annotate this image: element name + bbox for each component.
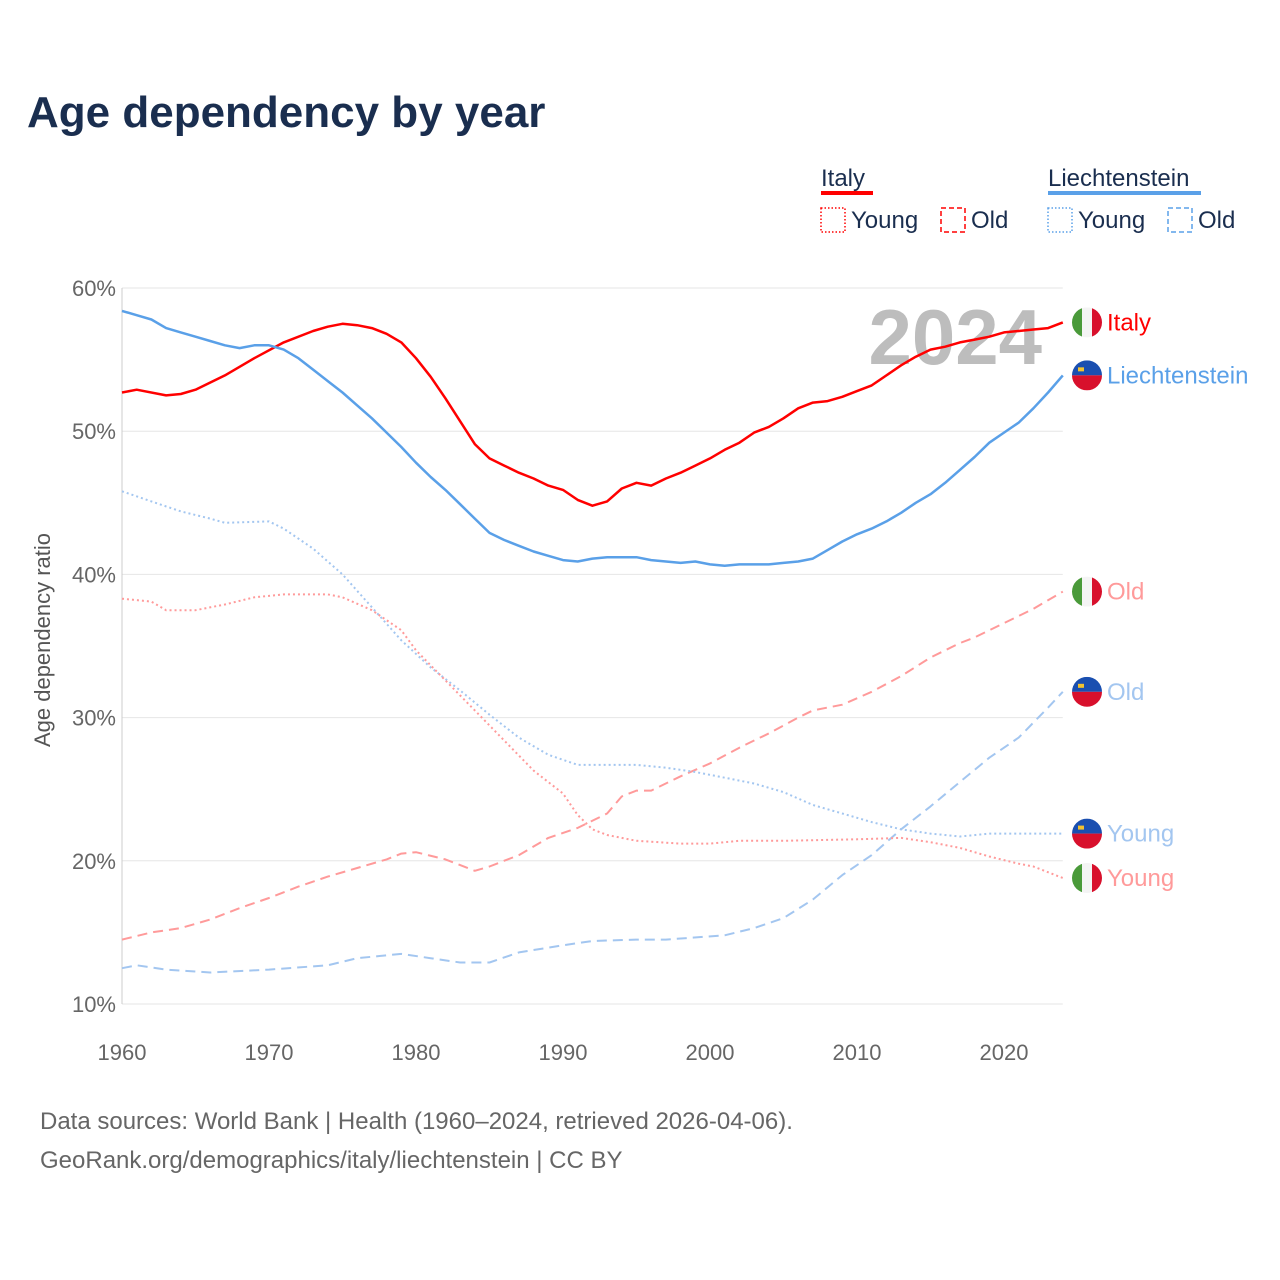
chart-title: Age dependency by year xyxy=(27,88,546,137)
end-label: Old xyxy=(1107,679,1144,706)
flag-green-band xyxy=(1072,307,1082,338)
flag-white-band xyxy=(1082,307,1092,338)
legend-item-old[interactable]: Old xyxy=(971,207,1008,234)
flag-green-band xyxy=(1072,576,1082,607)
legend-item-young[interactable]: Young xyxy=(1078,207,1145,234)
legend: Italy Young Old Liechtenstein Young Old xyxy=(820,165,1235,234)
series-lines xyxy=(121,309,1064,974)
source-url[interactable]: GeoRank.org/demographics/italy/liechtens… xyxy=(40,1147,623,1174)
flag-body xyxy=(1072,818,1102,849)
flag-red-band xyxy=(1072,691,1102,707)
y-tick-label: 20% xyxy=(72,849,116,874)
y-axis-label: Age dependency ratio xyxy=(30,533,55,747)
flag-red-band xyxy=(1092,576,1102,607)
x-tick-label: 1980 xyxy=(392,1040,441,1065)
flag-body xyxy=(1072,360,1102,391)
flag-white-band xyxy=(1082,862,1092,893)
end-label: Italy xyxy=(1107,309,1151,336)
legend-swatch-young xyxy=(820,207,846,233)
legend-group-title[interactable]: Italy xyxy=(821,165,865,192)
flag-blue-band xyxy=(1072,818,1102,834)
series-line-liechtenstein-young xyxy=(121,490,1063,838)
end-label: Young xyxy=(1107,865,1174,892)
liechtenstein-flag-icon xyxy=(1072,676,1102,707)
flag-body xyxy=(1072,307,1102,338)
series-line-italy-young xyxy=(121,593,1064,879)
flag-red-band xyxy=(1092,307,1102,338)
y-tick-label: 40% xyxy=(72,562,116,587)
flag-blue-band xyxy=(1072,360,1102,376)
x-tick-label: 1990 xyxy=(539,1040,588,1065)
flag-red-band xyxy=(1092,862,1102,893)
legend-item-young[interactable]: Young xyxy=(851,207,918,234)
flag-body xyxy=(1072,576,1102,607)
end-label: Young xyxy=(1107,821,1174,848)
legend-item-old[interactable]: Old xyxy=(1198,207,1235,234)
end-labels: Italy Liechtenstein Old Old Young Young xyxy=(1072,307,1248,893)
italy-flag-icon xyxy=(1072,307,1102,338)
end-label: Liechtenstein xyxy=(1107,362,1248,389)
x-tick-label: 2010 xyxy=(833,1040,882,1065)
flag-red-band xyxy=(1072,375,1102,391)
flag-body xyxy=(1072,862,1102,893)
series-line-italy-old xyxy=(121,590,1064,941)
legend-swatch-young xyxy=(1047,207,1073,233)
x-tick-label: 1960 xyxy=(98,1040,147,1065)
y-tick-label: 60% xyxy=(72,276,116,301)
y-axis-ticks: 10% 20% 30% 40% 50% 60% xyxy=(72,276,116,1017)
liechtenstein-flag-icon xyxy=(1072,818,1102,849)
series-line-italy xyxy=(121,321,1064,507)
series-line-liechtenstein-old xyxy=(121,691,1064,974)
x-tick-label: 2000 xyxy=(686,1040,735,1065)
flag-body xyxy=(1072,676,1102,707)
italy-flag-icon xyxy=(1072,576,1102,607)
gridlines xyxy=(121,287,1063,1005)
flag-red-band xyxy=(1072,833,1102,849)
end-label: Old xyxy=(1107,579,1144,606)
crown-icon xyxy=(1078,825,1084,830)
crown-icon xyxy=(1078,367,1084,372)
legend-swatch-old xyxy=(940,207,966,233)
legend-group-title[interactable]: Liechtenstein xyxy=(1048,165,1189,192)
x-axis-ticks: 1960 1970 1980 1990 2000 2010 2020 xyxy=(98,1040,1029,1065)
x-tick-label: 1970 xyxy=(245,1040,294,1065)
y-tick-label: 10% xyxy=(72,992,116,1017)
series-line-liechtenstein xyxy=(121,309,1064,568)
legend-swatch-old xyxy=(1167,207,1193,233)
data-source-note: Data sources: World Bank | Health (1960–… xyxy=(40,1108,793,1135)
flag-white-band xyxy=(1082,576,1092,607)
crown-icon xyxy=(1078,683,1084,688)
y-tick-label: 50% xyxy=(72,419,116,444)
flag-green-band xyxy=(1072,862,1082,893)
italy-flag-icon xyxy=(1072,862,1102,893)
y-tick-label: 30% xyxy=(72,706,116,731)
liechtenstein-flag-icon xyxy=(1072,360,1102,391)
flag-blue-band xyxy=(1072,676,1102,692)
x-tick-label: 2020 xyxy=(980,1040,1029,1065)
year-watermark: 2024 xyxy=(868,293,1042,381)
